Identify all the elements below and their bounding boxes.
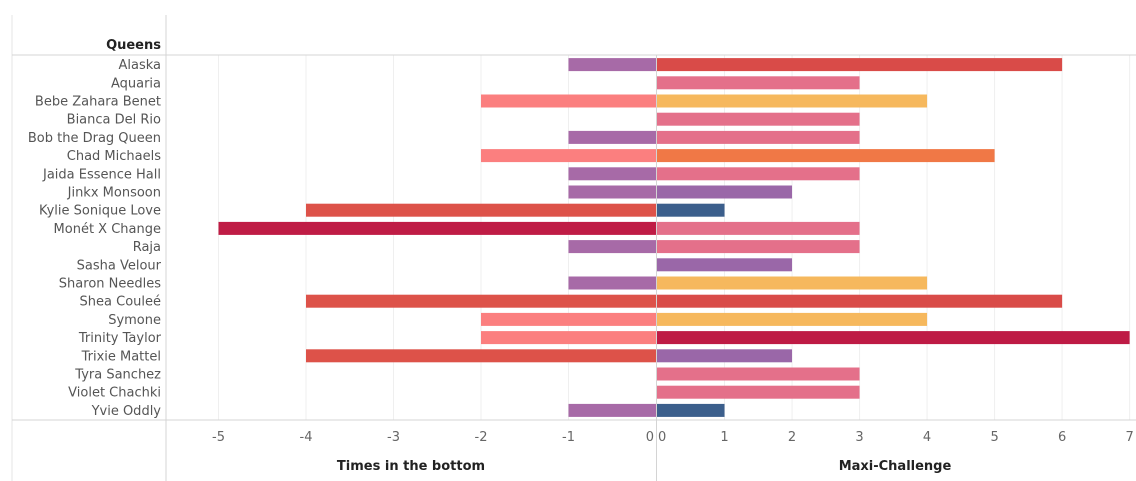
bar-maxi-challenge xyxy=(657,94,928,108)
bar-maxi-challenge xyxy=(657,403,725,417)
x-axis-title-neg: Times in the bottom xyxy=(337,459,485,474)
bar-maxi-challenge xyxy=(657,149,995,163)
queen-label: Monét X Change xyxy=(54,222,161,237)
queen-label: Chad Michaels xyxy=(67,149,161,164)
bar-maxi-challenge xyxy=(657,331,1130,345)
queen-label: Jinkx Monsoon xyxy=(67,186,161,201)
tick-label-neg: -2 xyxy=(475,430,488,445)
bar-times-in-bottom xyxy=(481,312,656,326)
bar-times-in-bottom xyxy=(568,240,656,254)
tick-label-pos: 5 xyxy=(990,430,998,445)
tick-label-neg: -1 xyxy=(562,430,575,445)
queen-label: Raja xyxy=(133,240,161,255)
bar-maxi-challenge xyxy=(657,240,860,254)
bar-maxi-challenge xyxy=(657,367,860,381)
bar-times-in-bottom xyxy=(568,403,656,417)
tick-label-neg: -3 xyxy=(387,430,400,445)
bar-maxi-challenge xyxy=(657,294,1063,308)
queen-label: Aquaria xyxy=(111,76,161,91)
bar-times-in-bottom xyxy=(568,276,656,290)
bar-maxi-challenge xyxy=(657,167,860,181)
bar-times-in-bottom xyxy=(218,221,656,235)
queen-label: Bebe Zahara Benet xyxy=(35,95,161,110)
bar-maxi-challenge xyxy=(657,185,793,199)
bar-times-in-bottom xyxy=(568,167,656,181)
queen-label: Violet Chachki xyxy=(68,386,161,401)
tick-label-pos: 0 xyxy=(658,430,666,445)
bar-times-in-bottom xyxy=(481,94,656,108)
tick-label-pos: 6 xyxy=(1058,430,1066,445)
bar-maxi-challenge xyxy=(657,76,860,90)
queen-label: Bob the Drag Queen xyxy=(28,131,161,146)
bar-times-in-bottom xyxy=(568,185,656,199)
bar-maxi-challenge xyxy=(657,312,928,326)
tick-label-pos: 3 xyxy=(855,430,863,445)
bar-maxi-challenge xyxy=(657,203,725,217)
tick-label-neg: 0 xyxy=(646,430,654,445)
bar-times-in-bottom xyxy=(481,331,656,345)
bar-maxi-challenge xyxy=(657,276,928,290)
tick-label-pos: 1 xyxy=(720,430,728,445)
queen-label: Alaska xyxy=(118,58,161,73)
bar-times-in-bottom xyxy=(481,149,656,163)
bar-maxi-challenge xyxy=(657,258,793,272)
tick-label-neg: -4 xyxy=(300,430,313,445)
queen-label: Jaida Essence Hall xyxy=(42,167,161,182)
bar-maxi-challenge xyxy=(657,58,1063,72)
queen-label: Symone xyxy=(108,313,161,328)
queen-label: Yvie Oddly xyxy=(91,404,162,419)
queen-label: Tyra Sanchez xyxy=(74,368,161,383)
tick-label-pos: 2 xyxy=(788,430,796,445)
queen-label: Sasha Velour xyxy=(77,258,162,273)
queen-label: Sharon Needles xyxy=(59,277,161,292)
bar-maxi-challenge xyxy=(657,130,860,144)
bar-maxi-challenge xyxy=(657,385,860,399)
bar-times-in-bottom xyxy=(568,130,656,144)
bar-maxi-challenge xyxy=(657,349,793,363)
bar-maxi-challenge xyxy=(657,221,860,235)
queen-label: Shea Couleé xyxy=(80,295,161,310)
row-header-title: Queens xyxy=(106,38,161,53)
queen-label: Kylie Sonique Love xyxy=(39,204,161,219)
bar-times-in-bottom xyxy=(306,294,656,308)
bar-times-in-bottom xyxy=(306,203,656,217)
bar-maxi-challenge xyxy=(657,112,860,126)
queen-label: Bianca Del Rio xyxy=(67,113,161,128)
tick-label-pos: 4 xyxy=(923,430,931,445)
bar-times-in-bottom xyxy=(568,58,656,72)
queen-label: Trixie Mattel xyxy=(81,349,161,364)
queen-label: Trinity Taylor xyxy=(78,331,162,346)
x-axis-title-pos: Maxi-Challenge xyxy=(839,459,952,474)
bar-times-in-bottom xyxy=(306,349,656,363)
tick-label-neg: -5 xyxy=(212,430,225,445)
tick-label-pos: 7 xyxy=(1125,430,1133,445)
